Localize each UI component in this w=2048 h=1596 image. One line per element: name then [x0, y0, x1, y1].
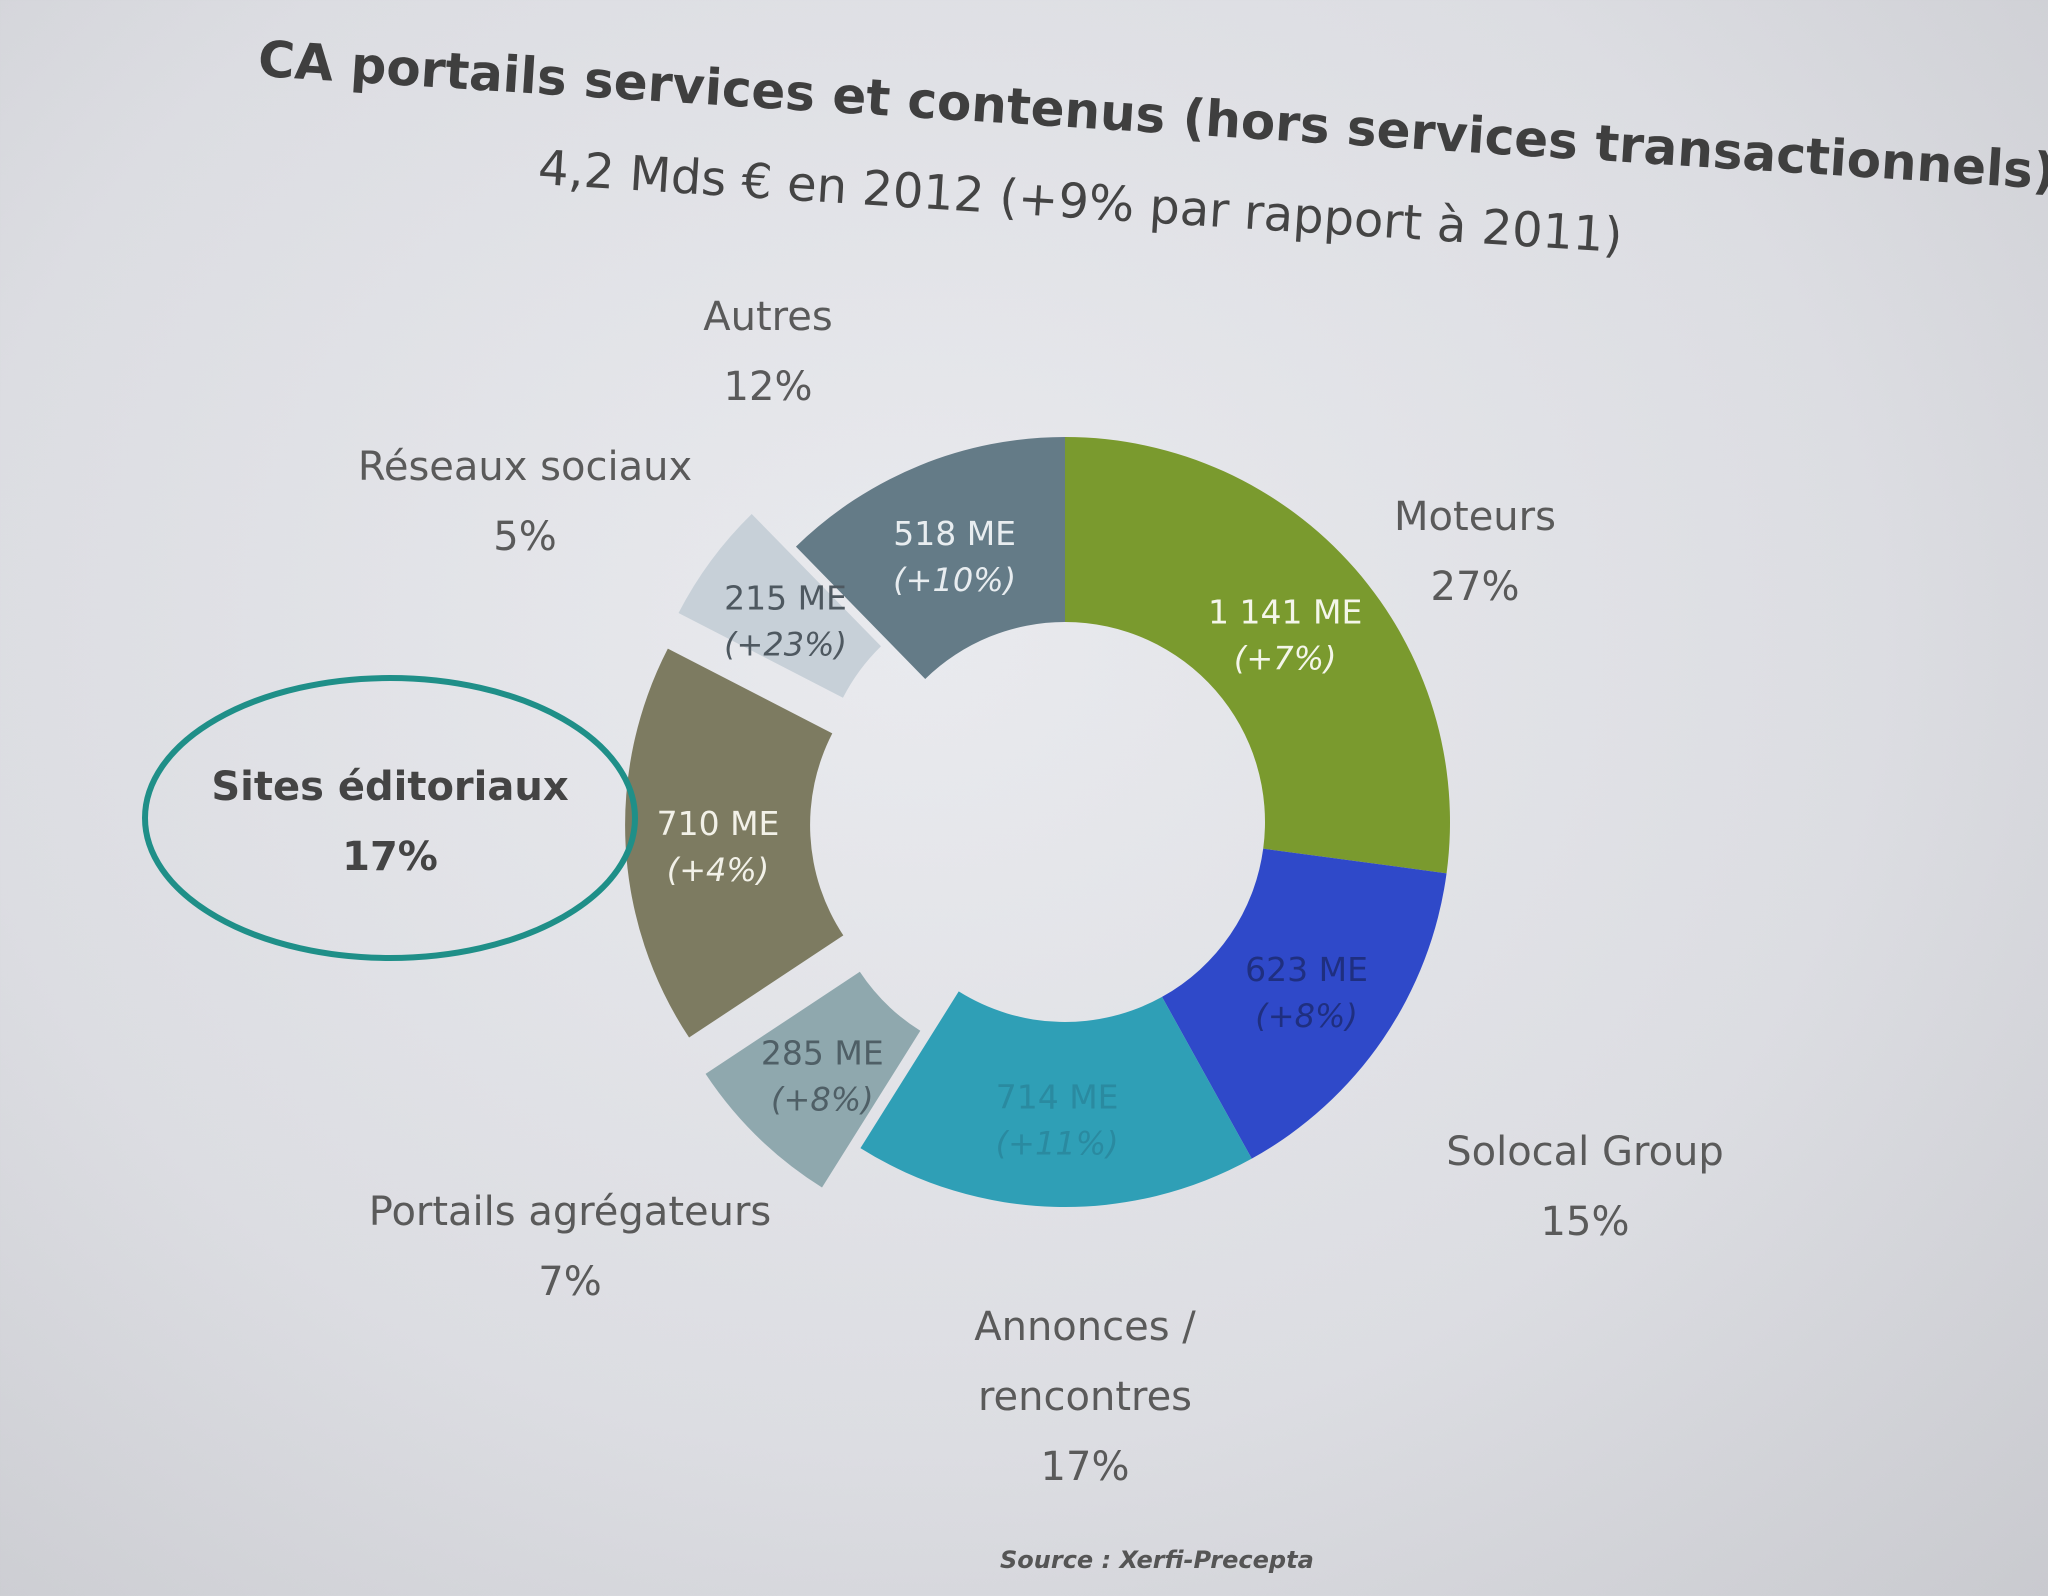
category-percent-label: 7% — [538, 1259, 601, 1305]
category-percent-label: 17% — [342, 834, 438, 880]
slice-value-label: 714 ME — [996, 1077, 1119, 1116]
category-name-label: Annonces / — [974, 1304, 1196, 1350]
category-name-label: Solocal Group — [1446, 1129, 1724, 1175]
slice-value-label: 710 ME — [657, 804, 780, 843]
slice-change-label: (+8%) — [1255, 997, 1358, 1035]
category-percent-label: 27% — [1431, 564, 1520, 610]
slice-change-label: (+4%) — [667, 851, 770, 889]
slice-value-label: 1 141 ME — [1208, 592, 1362, 631]
category-labels: Moteurs 27% Solocal Group 15% Annonces / renc… — [211, 294, 1723, 1490]
slice-change-label: (+11%) — [996, 1124, 1119, 1162]
category-name-label: Moteurs — [1394, 494, 1556, 540]
donut-slices — [625, 437, 1450, 1207]
source-note: Source : Xerfi-Precepta — [1000, 1546, 1314, 1574]
slice-value-label: 285 ME — [761, 1034, 884, 1073]
slice-moteurs[interactable] — [1065, 437, 1450, 874]
category-percent-label: 12% — [724, 364, 813, 410]
category-name-label: Sites éditoriaux — [211, 764, 568, 810]
slice-change-label: (+10%) — [893, 561, 1016, 599]
category-name-label: Portails agrégateurs — [369, 1189, 772, 1235]
highlight-circle — [142, 675, 638, 961]
category-percent-label: 15% — [1541, 1199, 1630, 1245]
slice-change-label: (+7%) — [1234, 639, 1337, 677]
slice-change-label: (+23%) — [724, 625, 847, 663]
slice-portails-agregateurs[interactable] — [705, 971, 921, 1188]
donut-value-labels: 1 141 ME (+7%) 623 ME (+8%) 714 ME (+11%) 285 … — [657, 514, 1368, 1162]
slice-solocal-group[interactable] — [1162, 848, 1447, 1159]
slice-value-label: 518 ME — [893, 514, 1016, 553]
category-percent-label: 17% — [1041, 1444, 1130, 1490]
slice-value-label: 215 ME — [724, 578, 847, 617]
category-percent-label: 5% — [493, 514, 556, 560]
slice-reseaux-sociaux[interactable] — [678, 513, 881, 698]
slice-value-label: 623 ME — [1245, 950, 1368, 989]
category-name-label: Réseaux sociaux — [358, 444, 692, 490]
category-name-label: rencontres — [978, 1374, 1192, 1420]
slice-sites-editoriaux[interactable] — [625, 648, 844, 1038]
slice-annonces-rencontres[interactable] — [860, 991, 1252, 1207]
slice-autres[interactable] — [795, 437, 1065, 679]
slice-change-label: (+8%) — [771, 1081, 874, 1119]
category-name-label: Autres — [703, 294, 832, 340]
